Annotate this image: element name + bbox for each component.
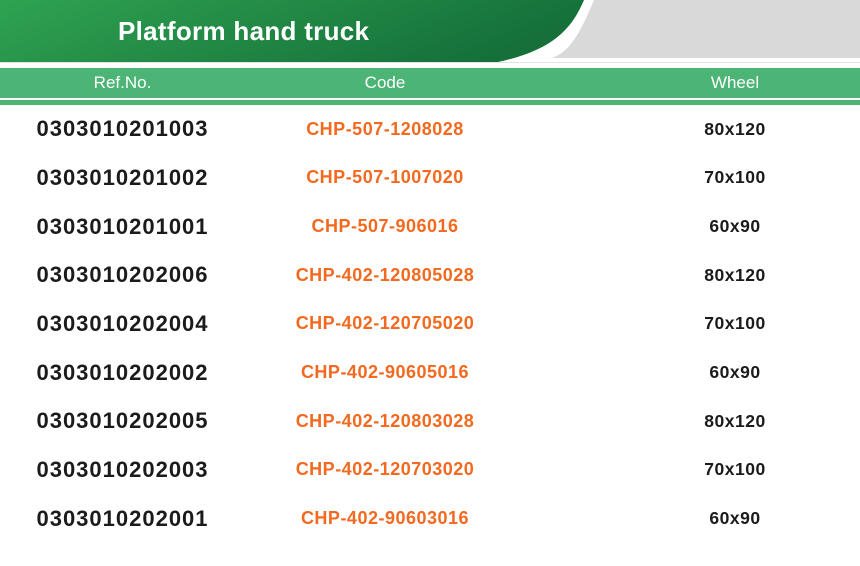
wheel-cell: 70x100 (704, 167, 766, 188)
ref-no-cell: 0303010202003 (36, 456, 209, 482)
ref-no-cell: 0303010202006 (36, 262, 209, 288)
table-header-strip (0, 100, 860, 105)
wheel-cell: 60x90 (709, 216, 761, 237)
ref-no-cell: 0303010202004 (36, 310, 209, 336)
code-cell: CHP-402-120805028 (295, 264, 475, 285)
table-row: 0303010202005 CHP-402-120803028 80x120 (0, 397, 860, 446)
page-title: Platform hand truck (118, 15, 370, 46)
wheel-cell: 60x90 (709, 508, 761, 529)
table-row: 0303010202004 CHP-402-120705020 70x100 (0, 300, 860, 349)
table-row: 0303010201003 CHP-507-1208028 80x120 (0, 105, 860, 154)
code-cell: CHP-402-120803028 (295, 410, 475, 431)
ref-no-cell: 0303010202002 (36, 359, 209, 385)
code-cell: CHP-402-90605016 (300, 362, 470, 383)
banner-divider (0, 62, 860, 63)
wheel-cell: 70x100 (704, 313, 766, 334)
column-header-wheel: Wheel (710, 73, 760, 92)
code-cell: CHP-507-1208028 (306, 118, 464, 139)
table-row: 0303010201001 CHP-507-906016 60x90 (0, 202, 860, 251)
code-cell: CHP-507-906016 (311, 216, 459, 237)
table-body: 0303010201003 CHP-507-1208028 80x120 030… (0, 105, 860, 543)
column-header-ref-no: Ref.No. (93, 73, 152, 92)
title-banner: Platform hand truck (0, 0, 860, 63)
code-cell: CHP-402-120705020 (295, 313, 475, 334)
table-row: 0303010201002 CHP-507-1007020 70x100 (0, 154, 860, 203)
table-row: 0303010202001 CHP-402-90603016 60x90 (0, 494, 860, 543)
wheel-cell: 70x100 (704, 459, 766, 480)
wheel-cell: 80x120 (704, 264, 766, 285)
wheel-cell: 80x120 (704, 118, 766, 139)
banner-green-shape (0, 0, 584, 62)
code-cell: CHP-402-90603016 (300, 508, 470, 529)
wheel-cell: 60x90 (709, 362, 761, 383)
ref-no-cell: 0303010202005 (36, 408, 209, 434)
banner-gray-shape (552, 0, 860, 58)
code-cell: CHP-507-1007020 (306, 167, 464, 188)
column-header-code: Code (364, 73, 406, 92)
ref-no-cell: 0303010201001 (36, 213, 209, 239)
table-row: 0303010202002 CHP-402-90605016 60x90 (0, 348, 860, 397)
banner-swoosh-graphic (0, 0, 860, 62)
ref-no-cell: 0303010201002 (36, 164, 209, 190)
code-cell: CHP-402-120703020 (295, 459, 475, 480)
table-header: Ref.No. Code Wheel (0, 68, 860, 98)
table-row: 0303010202003 CHP-402-120703020 70x100 (0, 446, 860, 495)
ref-no-cell: 0303010202001 (36, 505, 209, 531)
table-row: 0303010202006 CHP-402-120805028 80x120 (0, 251, 860, 300)
wheel-cell: 80x120 (704, 410, 766, 431)
ref-no-cell: 0303010201003 (36, 116, 209, 142)
table-header-underline (0, 98, 860, 100)
